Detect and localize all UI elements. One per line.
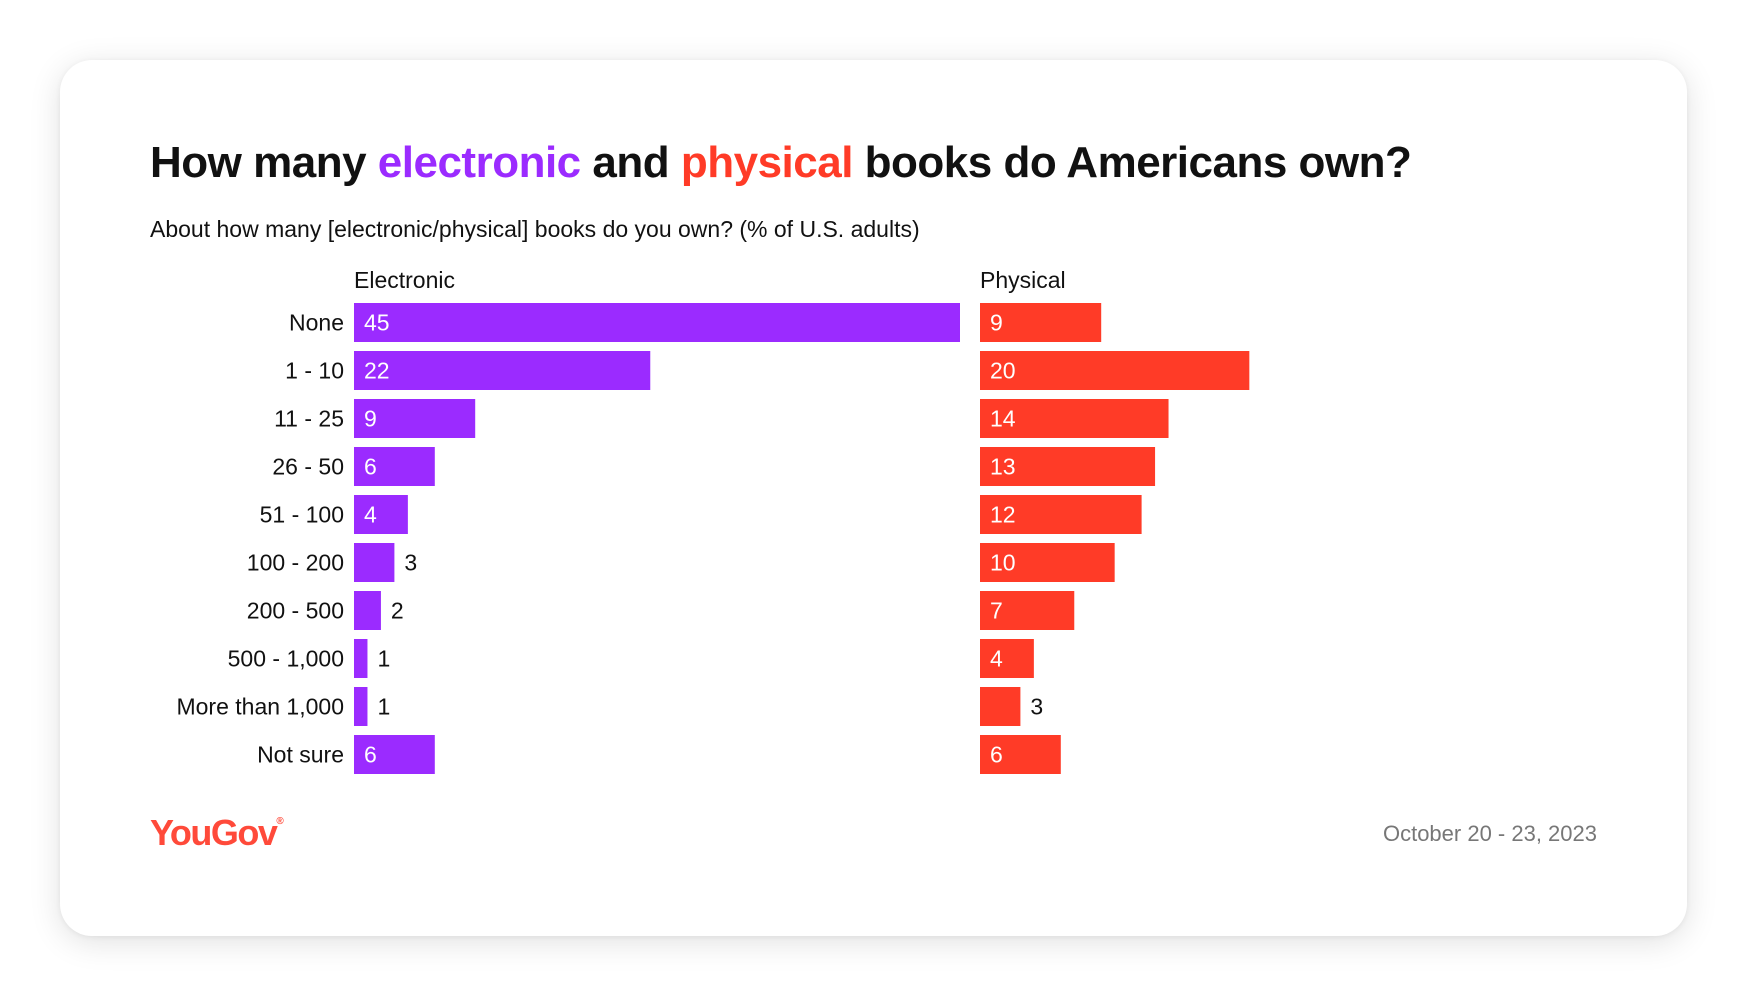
category-label: Not sure [257, 742, 344, 768]
electronic-value-label: 3 [404, 550, 417, 576]
category-label: 100 - 200 [247, 550, 344, 576]
electronic-bar [354, 543, 395, 582]
electronic-bar [354, 735, 435, 774]
physical-value-label: 3 [1030, 694, 1043, 720]
electronic-value-label: 22 [364, 358, 390, 384]
title-prefix: How many [150, 138, 378, 187]
yougov-logo: YouGov® [150, 812, 284, 854]
physical-bar [980, 351, 1250, 390]
electronic-bar [354, 447, 435, 486]
physical-bar [980, 687, 1021, 726]
electronic-value-label: 9 [364, 406, 377, 432]
survey-date: October 20 - 23, 2023 [1382, 821, 1597, 846]
title-electronic-word: electronic [377, 138, 581, 187]
category-label: 26 - 50 [272, 454, 344, 480]
electronic-bar [354, 303, 960, 342]
chart-title: How many electronic and physical books d… [150, 138, 1412, 188]
physical-bar [980, 543, 1115, 582]
category-label: None [289, 310, 344, 336]
electronic-series-header: Electronic [354, 267, 455, 293]
logo-registered-mark: ® [276, 816, 284, 827]
electronic-value-label: 4 [364, 502, 377, 528]
category-label: 1 - 10 [285, 358, 344, 384]
physical-value-label: 7 [990, 598, 1003, 624]
physical-bar [980, 399, 1169, 438]
chart-subtitle: About how many [electronic/physical] boo… [150, 216, 920, 242]
category-label: 51 - 100 [260, 502, 344, 528]
physical-value-label: 14 [990, 406, 1016, 432]
physical-value-label: 6 [990, 742, 1003, 768]
electronic-value-label: 6 [364, 454, 377, 480]
electronic-value-label: 45 [364, 310, 390, 336]
title-suffix: books do Americans own? [852, 138, 1412, 187]
physical-bar [980, 303, 1102, 342]
category-label: More than 1,000 [176, 694, 344, 720]
title-physical-word: physical [680, 138, 854, 187]
title-middle: and [580, 138, 681, 187]
electronic-value-label: 1 [377, 694, 390, 720]
category-label: 500 - 1,000 [228, 646, 344, 672]
chart-card [60, 60, 1687, 936]
electronic-bar [354, 687, 368, 726]
logo-text: YouGov [150, 812, 278, 853]
electronic-bar [354, 351, 651, 390]
physical-bar [980, 447, 1156, 486]
electronic-value-label: 2 [391, 598, 404, 624]
category-label: 11 - 25 [274, 406, 344, 432]
physical-series-header: Physical [980, 267, 1066, 293]
physical-value-label: 13 [990, 454, 1016, 480]
electronic-value-label: 1 [377, 646, 390, 672]
electronic-value-label: 6 [364, 742, 377, 768]
electronic-bar [354, 591, 381, 630]
physical-bar [980, 735, 1061, 774]
electronic-bar [354, 399, 476, 438]
physical-bar [980, 591, 1075, 630]
physical-value-label: 9 [990, 310, 1003, 336]
physical-bar [980, 495, 1142, 534]
physical-value-label: 10 [990, 550, 1016, 576]
physical-bar [980, 639, 1034, 678]
category-label: 200 - 500 [247, 598, 344, 624]
physical-value-label: 4 [990, 646, 1003, 672]
electronic-bar [354, 639, 368, 678]
electronic-bar [354, 495, 408, 534]
physical-value-label: 12 [990, 502, 1016, 528]
physical-value-label: 20 [990, 358, 1016, 384]
